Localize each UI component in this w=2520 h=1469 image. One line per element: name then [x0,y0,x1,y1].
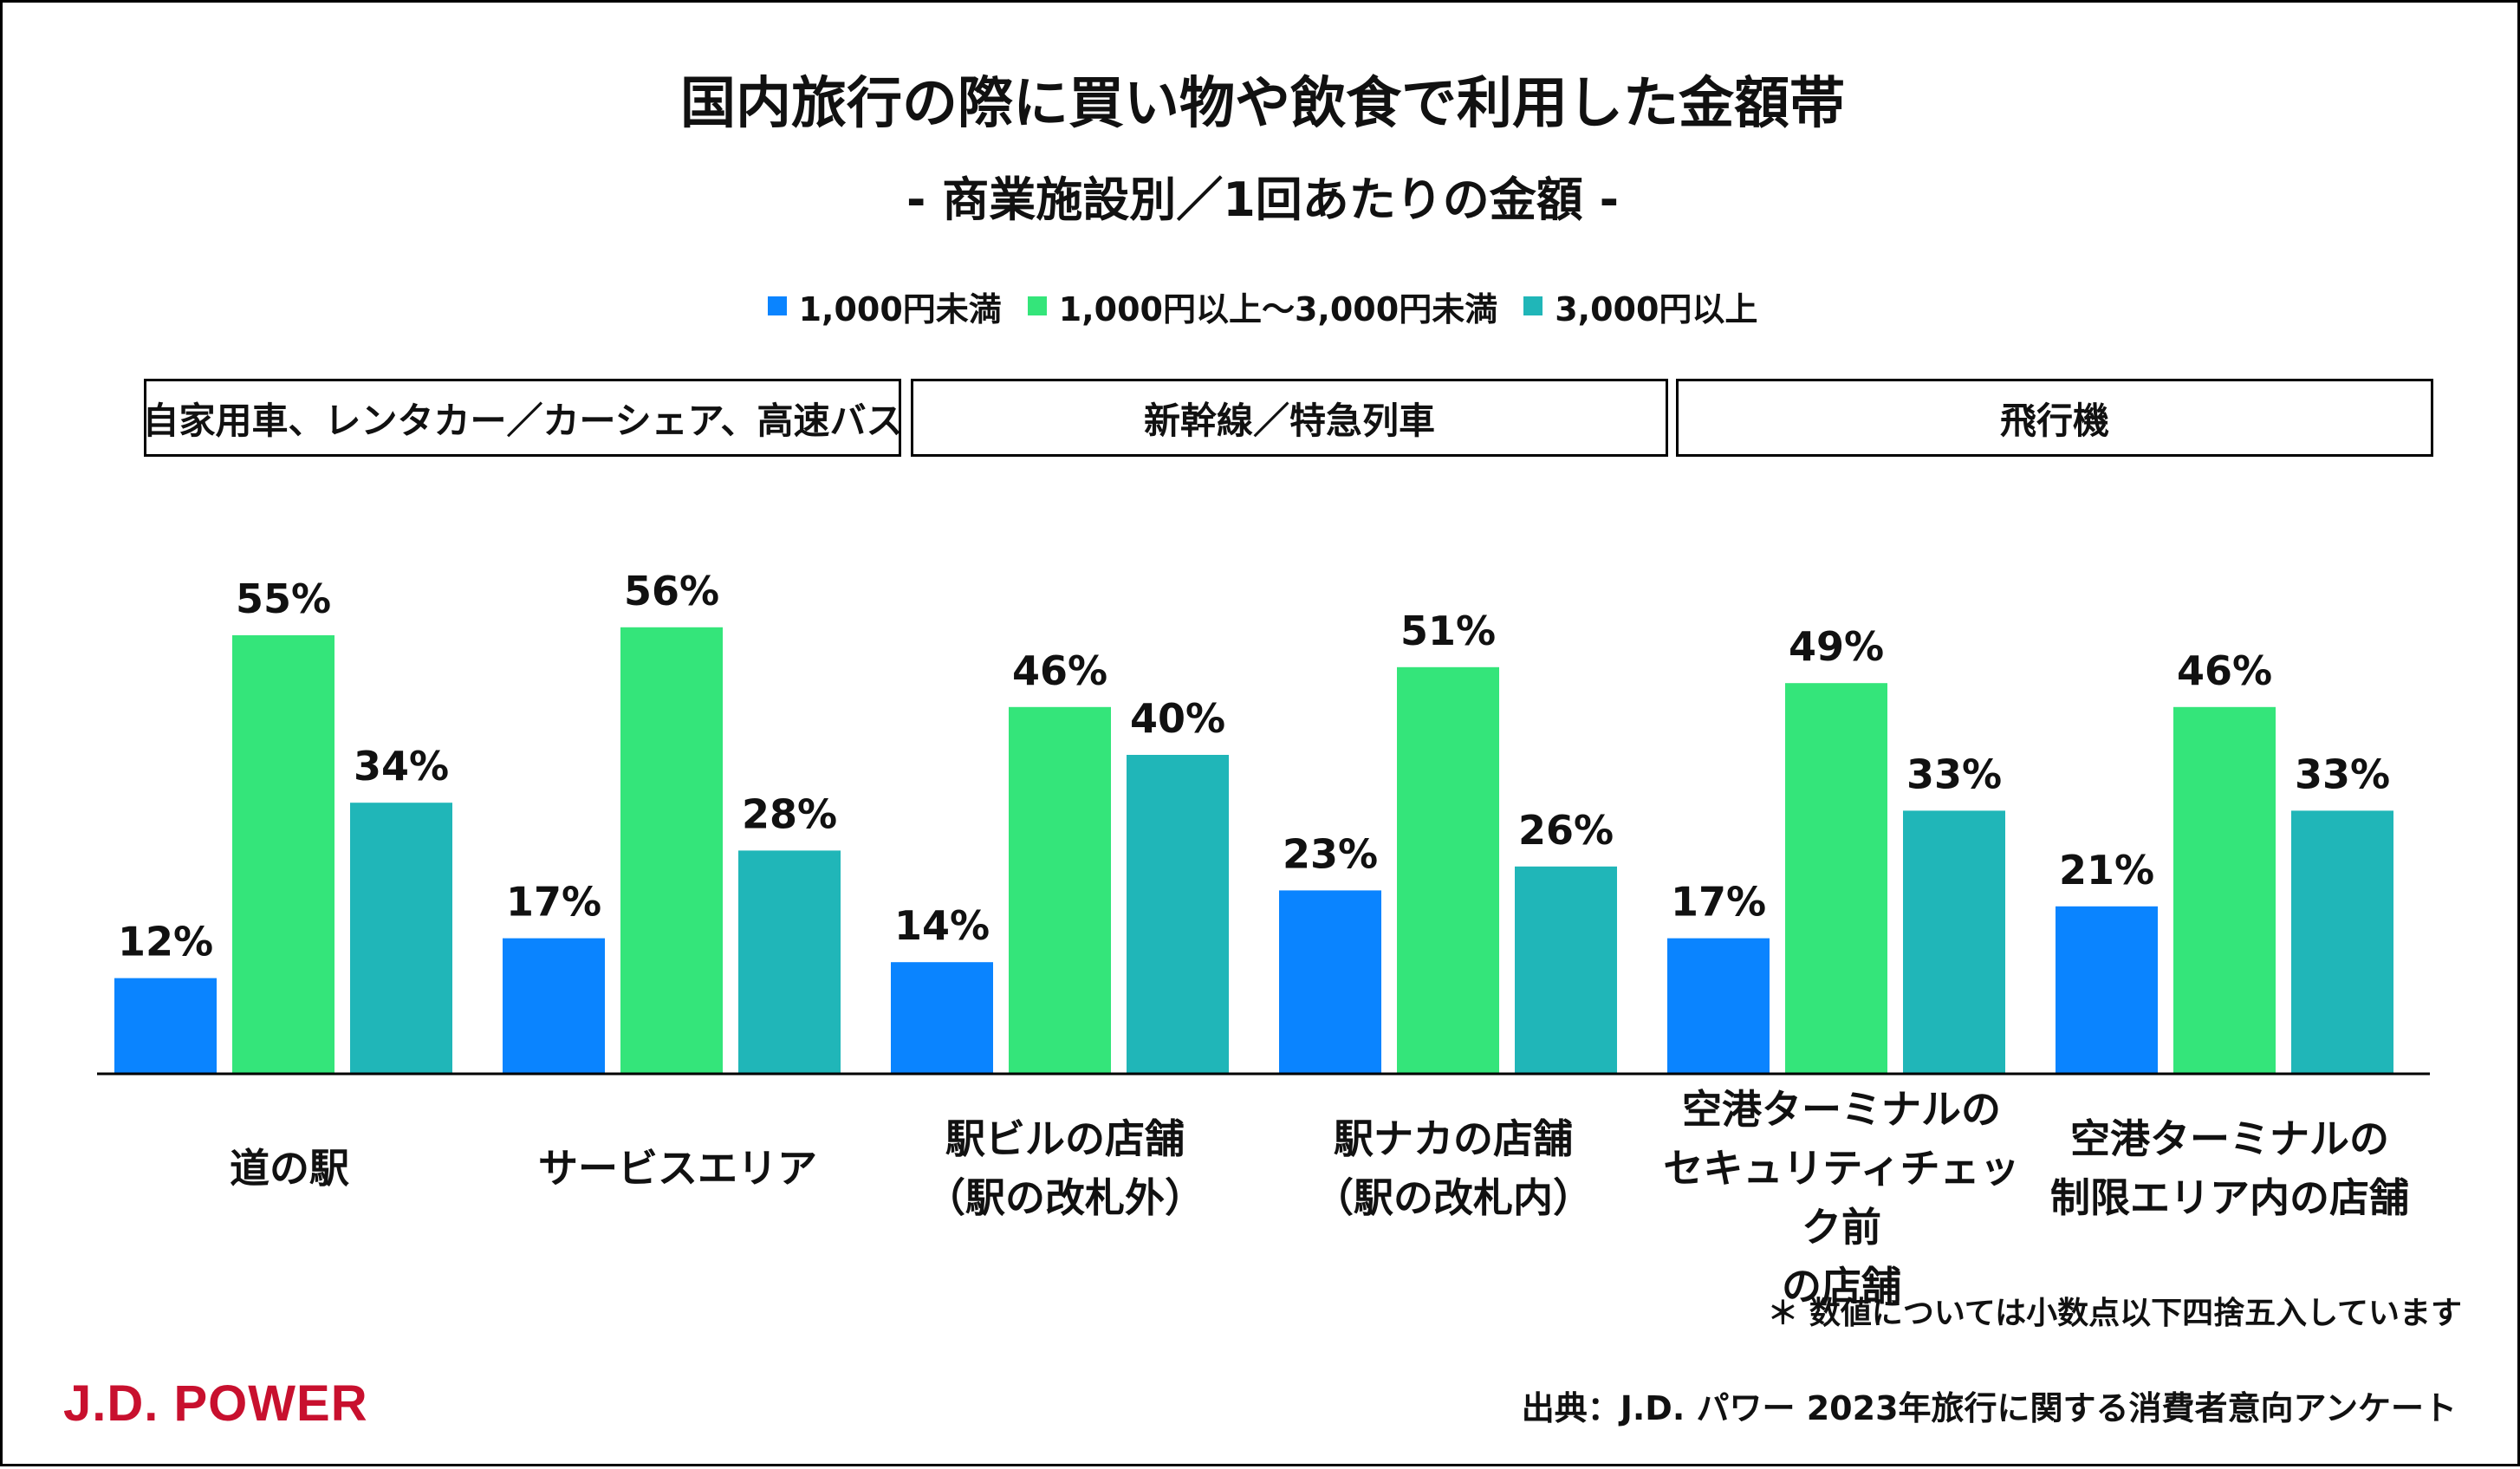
data-label-over-3000-cat-0: 34% [354,743,449,790]
bar-over-3000-cat-4 [1903,810,2005,1074]
data-label-1000-3000-cat-3: 51% [1400,608,1496,654]
legend-swatch-over-3000 [1523,296,1543,315]
data-label-over-3000-cat-2: 40% [1130,695,1225,742]
jd-power-logo: J.D. POWER [63,1375,368,1432]
group-box-car-bus: 自家用車、レンタカー／カーシェア、高速バス [144,379,901,457]
legend-label-over-3000: 3,000円以上 [1555,289,1758,328]
category-label-line: 駅ビルの店舗 [945,1115,1185,1162]
legend-swatch-1000-3000 [1027,296,1047,315]
category-label-ekinaka: 駅ナカの店舗 （駅の改札内） [1263,1109,1644,1227]
legend-item-over-3000: 3,000円以上 [1523,283,1757,330]
bar-1000-3000-cat-4 [1785,683,1887,1074]
bar-1000-3000-cat-3 [1397,666,1499,1074]
category-label-line: の店舗 [1782,1263,1901,1310]
bar-under-1000-cat-4 [1667,938,1770,1074]
category-label-station-building: 駅ビルの店舗 （駅の改札外） [874,1109,1256,1227]
data-label-over-3000-cat-4: 33% [1906,751,2002,797]
data-label-over-3000-cat-5: 33% [2295,751,2390,797]
category-label-line: セキュリティチェック前 [1663,1145,2020,1251]
category-label-line: （駅の改札内） [1314,1174,1593,1221]
legend: 1,000円未満 1,000円以上～3,000円未満 3,000円以上 [3,278,2520,334]
bar-over-3000-cat-5 [2291,810,2393,1074]
legend-swatch-under-1000 [767,296,787,315]
bar-1000-3000-cat-1 [620,627,723,1074]
category-label-service-area: サービスエリア [487,1139,868,1198]
category-label-line: 空港ターミナルの [2070,1115,2389,1162]
category-label-michi-no-eki: 道の駅 [99,1139,480,1198]
bar-over-3000-cat-1 [738,850,841,1074]
group-box-airplane: 飛行機 [1676,379,2433,457]
data-label-under-1000-cat-1: 17% [506,879,601,926]
chart-title: 国内旅行の際に買い物や飲食で利用した金額帯 [680,72,1845,136]
data-label-under-1000-cat-3: 23% [1283,830,1378,877]
data-label-over-3000-cat-1: 28% [742,790,837,837]
data-label-under-1000-cat-5: 21% [2059,847,2154,894]
bar-under-1000-cat-1 [503,938,605,1074]
bar-1000-3000-cat-0 [232,635,334,1074]
bar-under-1000-cat-5 [2056,906,2158,1074]
data-label-1000-3000-cat-2: 46% [1012,647,1107,694]
data-label-1000-3000-cat-4: 49% [1789,623,1884,670]
bar-over-3000-cat-0 [350,803,452,1074]
legend-item-under-1000: 1,000円未満 [767,283,1002,330]
bar-over-3000-cat-3 [1515,866,1617,1074]
category-label-airport-restricted: 空港ターミナルの 制限エリア内の店舗 [2039,1109,2420,1227]
source-credit: 出典：J.D. パワー 2023年旅行に関する消費者意向アンケート [1521,1389,2457,1427]
bar-under-1000-cat-0 [114,978,217,1074]
data-label-under-1000-cat-2: 14% [894,902,990,949]
legend-item-1000-3000: 1,000円以上～3,000円未満 [1027,283,1498,330]
chart-subtitle: - 商業施設別／1回あたりの金額 - [906,172,1619,227]
data-label-1000-3000-cat-1: 56% [624,568,719,614]
data-label-over-3000-cat-3: 26% [1518,807,1614,854]
bar-1000-3000-cat-2 [1009,706,1111,1074]
bar-under-1000-cat-2 [891,962,993,1074]
category-label-line: サービスエリア [538,1145,817,1192]
category-label-line: 空港ターミナルの [1682,1086,2001,1133]
bar-over-3000-cat-2 [1127,755,1229,1074]
group-box-shinkansen: 新幹線／特急列車 [911,379,1668,457]
bar-1000-3000-cat-5 [2173,706,2276,1074]
rounding-note: ＊ 数値については小数点以下四捨五入しています [1767,1296,2462,1331]
data-label-1000-3000-cat-0: 55% [236,575,331,622]
data-label-under-1000-cat-4: 17% [1671,879,1766,926]
category-label-line: 駅ナカの店舗 [1334,1115,1573,1162]
category-label-line: 道の駅 [230,1145,349,1192]
legend-label-1000-3000: 1,000円以上～3,000円未満 [1058,289,1498,328]
category-label-airport-pre-security: 空港ターミナルのセキュリティチェック前の店舗 [1651,1080,2032,1316]
bar-under-1000-cat-3 [1279,890,1381,1074]
category-label-line: （駅の改札外） [926,1174,1205,1221]
data-label-1000-3000-cat-5: 46% [2177,647,2272,694]
data-label-under-1000-cat-0: 12% [118,919,213,965]
legend-label-under-1000: 1,000円未満 [798,289,1002,328]
bar-chart: 12% 55% 34% 17% 56% 28% 14% 46% 40% 23% 51% 26% 17% 4… [97,568,2430,1076]
category-label-line: 制限エリア内の店舗 [2050,1174,2409,1221]
